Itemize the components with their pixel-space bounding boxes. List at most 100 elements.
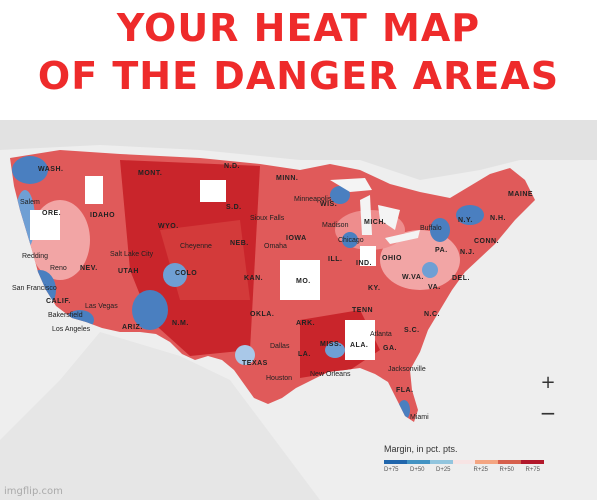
state-label: N.C. [424, 311, 440, 318]
mexico-land [0, 332, 320, 500]
state-label: MISS. [320, 341, 342, 348]
legend-tick: R+75 [525, 467, 540, 473]
state-label: ORE. [42, 210, 61, 217]
city-label: Omaha [264, 243, 287, 250]
state-label: OKLA. [250, 311, 274, 318]
state-label: MONT. [138, 170, 162, 177]
city-label: Jacksonville [388, 366, 426, 373]
blue-region-seattle [12, 156, 48, 184]
blue-region-new-england [456, 205, 484, 225]
state-label: TENN [352, 307, 373, 314]
state-label: S.C. [404, 327, 420, 334]
state-label: NEV. [80, 265, 98, 272]
legend-tick: R+25 [473, 467, 488, 473]
city-labels: Salem Minneapolis Sioux Falls Madison Bu… [12, 196, 442, 421]
city-label: Salem [20, 199, 40, 206]
city-label: Cheyenne [180, 243, 212, 250]
city-label: Chicago [338, 237, 364, 244]
city-label: Miami [410, 414, 429, 421]
legend-title: Margin, in pct. pts. [384, 444, 458, 454]
state-label: ARIZ. [122, 324, 143, 331]
state-label: N.J. [460, 249, 475, 256]
legend-swatch-d25 [429, 460, 453, 464]
city-label: New Orleans [310, 371, 351, 378]
no-data-area-1 [85, 176, 103, 204]
no-data-area-missouri [280, 260, 320, 300]
legend-tick: D+50 [410, 467, 425, 473]
city-label: Redding [22, 253, 48, 260]
city-label: Houston [266, 375, 292, 382]
imgflip-watermark: imgflip.com [4, 486, 63, 497]
blue-region-denver [163, 263, 187, 287]
blue-region-new-york [430, 218, 450, 242]
legend-swatch-even [452, 460, 476, 464]
no-data-area-2 [200, 180, 226, 202]
city-label: San Francisco [12, 285, 57, 292]
city-label: Buffalo [420, 225, 442, 232]
state-label: W.VA. [402, 274, 424, 281]
canada-land [0, 120, 597, 180]
zoom-out-button[interactable]: − [539, 401, 557, 425]
lake-huron [378, 205, 400, 230]
state-label: CONN. [474, 238, 499, 245]
state-label: FLA. [396, 387, 414, 394]
blue-region-dc [422, 262, 438, 278]
state-label: IOWA [286, 235, 307, 242]
state-label: KY. [368, 285, 380, 292]
legend-swatch-r50 [498, 460, 522, 464]
state-label: MO. [296, 278, 311, 285]
legend-swatch-d50 [406, 460, 430, 464]
city-label: Las Vegas [85, 303, 118, 310]
no-data-area-oregon [30, 210, 60, 240]
state-label: GA. [383, 345, 397, 352]
state-label: N.D. [224, 163, 240, 170]
state-label: TEXAS [242, 360, 268, 367]
state-label: NEB. [230, 240, 249, 247]
state-label: MICH. [364, 219, 386, 226]
city-label: Bakersfield [48, 312, 83, 319]
state-label: COLO [175, 270, 197, 277]
blue-region-south-texas [235, 345, 255, 365]
state-label: S.D. [226, 204, 242, 211]
state-label: LA. [298, 351, 311, 358]
legend-tick: D+25 [436, 467, 451, 473]
state-label: ILL. [328, 256, 342, 263]
state-label: WIS. [320, 201, 337, 208]
lake-michigan [360, 195, 372, 235]
legend-ticks: D+75 D+50 D+25 R+25 R+50 R+75 [384, 467, 540, 473]
state-label: N.M. [172, 320, 189, 327]
city-label: Madison [322, 222, 349, 229]
state-label: ALA. [350, 342, 368, 349]
blue-region-delta [325, 342, 345, 358]
state-label: OHIO [382, 255, 402, 262]
headline-line-1: YOUR HEAT MAP [116, 6, 481, 50]
map-legend: Margin, in pct. pts. D+75 D+50 D+25 R+25… [384, 444, 545, 473]
legend-swatch-d75 [384, 460, 407, 464]
legend-tick: D+75 [384, 467, 399, 473]
election-heat-map[interactable]: WASH. MONT. N.D. MINN. ORE. IDAHO WYO. S… [0, 120, 597, 500]
state-label: VA. [428, 284, 441, 291]
state-label: N.Y. [458, 217, 473, 224]
state-label: N.H. [490, 215, 506, 222]
light-red-region-east [380, 230, 460, 290]
no-data-area-indiana [360, 246, 376, 266]
city-label: Dallas [270, 343, 290, 350]
state-label: IDAHO [90, 212, 115, 219]
zoom-in-button[interactable]: + [540, 372, 556, 393]
state-labels: WASH. MONT. N.D. MINN. ORE. IDAHO WYO. S… [38, 163, 533, 394]
city-label: Reno [50, 265, 67, 272]
state-label: DEL. [452, 275, 470, 282]
state-label: WASH. [38, 166, 63, 173]
blue-region-chicago [342, 232, 358, 248]
state-label: CALIF. [46, 298, 71, 305]
city-label: Sioux Falls [250, 215, 285, 222]
state-label: PA. [435, 247, 448, 254]
state-label: UTAH [118, 268, 139, 275]
lake-superior [330, 178, 372, 192]
lake-erie [385, 230, 420, 244]
state-label: KAN. [244, 275, 263, 282]
city-label: Salt Lake City [110, 251, 154, 258]
headline-line-2: OF THE DANGER AREAS [37, 54, 560, 98]
blue-region-minneapolis [330, 186, 350, 204]
legend-tick: R+50 [499, 467, 514, 473]
